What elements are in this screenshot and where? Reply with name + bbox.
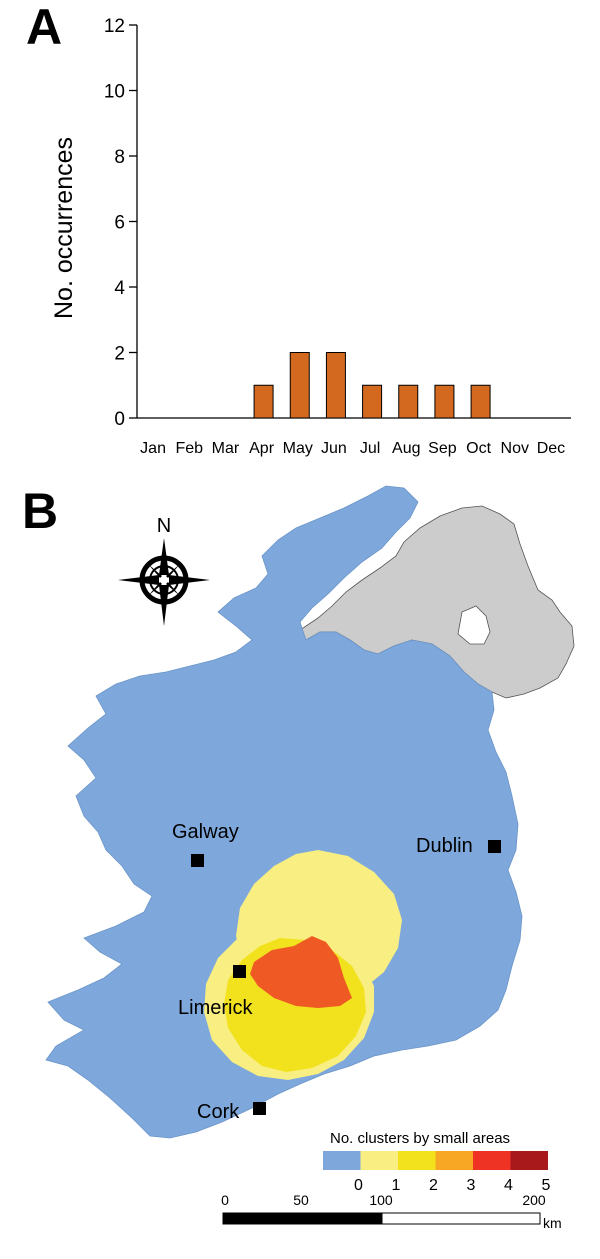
limerick-label: Limerick	[178, 997, 253, 1019]
panel-a-letter: A	[26, 0, 62, 55]
legend-title: No. clusters by small areas	[330, 1130, 510, 1147]
x-tick-label-apr: Apr	[249, 440, 275, 457]
x-tick-label-may: May	[283, 440, 313, 457]
ireland-cluster-map: Galway Dublin Limerick Cork	[45, 485, 575, 1139]
y-tick-label: 2	[114, 344, 125, 365]
legend-swatch-0	[323, 1151, 361, 1170]
galway-marker	[191, 854, 204, 867]
legend-swatch-1	[360, 1151, 398, 1170]
north-label: N	[157, 515, 171, 537]
y-tick-label: 8	[114, 147, 125, 168]
x-tick-label-sep: Sep	[428, 440, 457, 457]
bar-aug	[398, 384, 419, 419]
legend-swatch-4	[473, 1151, 511, 1170]
y-tick-label: 10	[104, 82, 125, 103]
cluster-zone-3	[250, 936, 352, 1008]
x-tick-label-oct: Oct	[466, 440, 491, 457]
lough-neagh	[457, 605, 491, 645]
bar-apr	[253, 384, 274, 419]
bar-jul	[362, 384, 383, 419]
bar-may	[289, 352, 310, 419]
legend-swatch-2	[398, 1151, 436, 1170]
y-tick-label: 4	[114, 278, 125, 299]
x-tick-label-jan: Jan	[140, 440, 166, 457]
legend-value-2: 2	[429, 1177, 438, 1194]
scale-label-50: 50	[293, 1192, 309, 1208]
x-tick-label-mar: Mar	[212, 440, 240, 457]
cluster-legend: No. clusters by small areas 0 1 2 3 4 5	[323, 1130, 551, 1194]
y-axis-label: No. occurrences	[50, 137, 78, 319]
galway-label: Galway	[172, 821, 239, 843]
legend-value-5: 5	[542, 1177, 551, 1194]
legend-swatch-5	[510, 1151, 548, 1170]
scale-label-100: 100	[369, 1192, 393, 1208]
legend-value-4: 4	[504, 1177, 513, 1194]
dublin-label: Dublin	[416, 835, 473, 857]
y-tick-label: 6	[114, 213, 125, 234]
legend-value-0: 0	[354, 1177, 363, 1194]
bar-jun	[325, 352, 346, 419]
legend-value-3: 3	[467, 1177, 476, 1194]
occurrence-bar-chart: 0 2 4 6 8 10 12 Jan Feb Mar Apr May Jun Jul Aug Sep Oct…	[50, 16, 571, 457]
x-tick-label-feb: Feb	[175, 440, 203, 457]
x-tick-label-jun: Jun	[321, 440, 347, 457]
y-tick-label: 0	[114, 409, 125, 430]
y-tick-label: 12	[104, 16, 125, 37]
panel-b-letter: B	[22, 483, 58, 539]
cork-label: Cork	[197, 1101, 240, 1123]
scale-bar-black-segment	[222, 1212, 383, 1225]
compass-rose-icon: N	[118, 515, 210, 626]
legend-value-1: 1	[392, 1177, 401, 1194]
scale-unit: km	[543, 1215, 562, 1231]
x-tick-label-dec: Dec	[537, 440, 565, 457]
limerick-marker	[233, 965, 246, 978]
x-tick-label-jul: Jul	[360, 440, 380, 457]
scale-bar-white-segment	[381, 1212, 541, 1225]
bar-sep	[434, 384, 455, 419]
bar-oct	[470, 384, 491, 419]
republic-of-ireland-land	[45, 485, 523, 1139]
x-tick-label-aug: Aug	[392, 440, 420, 457]
scale-label-0: 0	[221, 1192, 229, 1208]
dublin-marker	[488, 840, 501, 853]
scale-label-200: 200	[522, 1192, 546, 1208]
legend-swatch-3	[435, 1151, 473, 1170]
scale-bar: 0 50 100 200 km	[221, 1192, 562, 1231]
x-tick-label-nov: Nov	[501, 440, 529, 457]
cork-marker	[253, 1102, 266, 1115]
